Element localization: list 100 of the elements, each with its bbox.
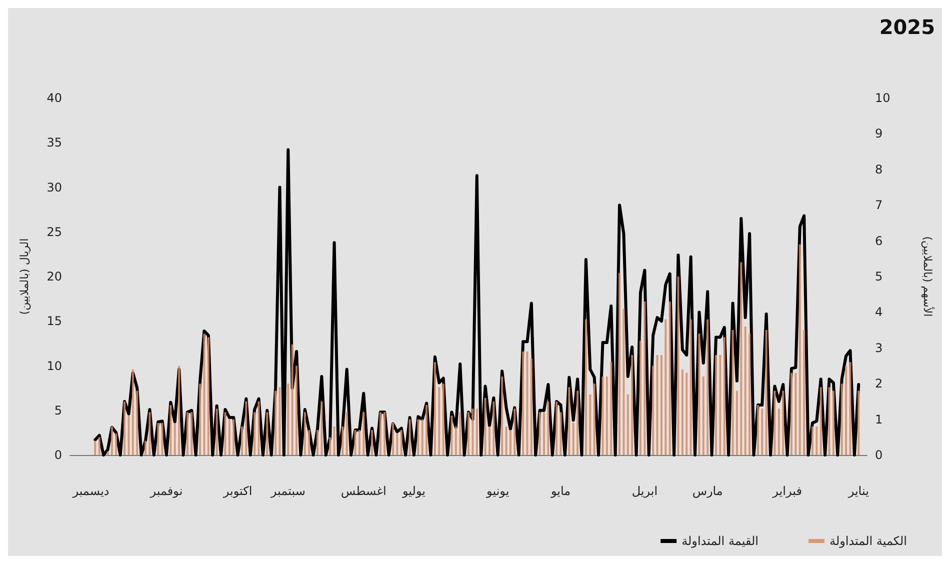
bar — [714, 355, 717, 455]
x-tick-label: مايو — [550, 484, 571, 498]
bar — [454, 426, 457, 455]
bar — [543, 412, 546, 455]
y2-tick-label: 4 — [875, 305, 883, 320]
bar — [690, 319, 692, 455]
bar — [296, 366, 298, 455]
bar — [488, 426, 490, 455]
bar — [396, 434, 398, 455]
bar — [207, 337, 210, 455]
bar — [199, 384, 202, 455]
bar — [560, 412, 562, 455]
bar — [790, 372, 792, 455]
y-tick-label: 0 — [54, 448, 62, 462]
bar — [329, 437, 332, 455]
x-tick-label: سبتمبر — [270, 484, 306, 498]
bar — [572, 422, 574, 455]
y-axis-title: الريال (بالملايين) — [18, 238, 31, 315]
bar — [371, 430, 374, 455]
bar — [702, 376, 704, 455]
x-tick-label: يناير — [847, 484, 869, 498]
bar — [346, 412, 348, 455]
bar — [468, 412, 470, 455]
bar — [186, 412, 188, 455]
bar — [228, 419, 230, 455]
bar — [98, 437, 100, 455]
bar — [765, 330, 768, 455]
bar — [157, 422, 160, 455]
bar — [148, 412, 151, 455]
bar — [686, 372, 688, 455]
y2-tick-label: 9 — [875, 126, 883, 141]
bar — [816, 426, 818, 455]
bar — [778, 408, 780, 455]
bar — [593, 384, 596, 455]
bar — [136, 390, 138, 455]
bar — [644, 301, 646, 455]
y2-axis-title: الأسهم (بالملايين) — [921, 236, 935, 317]
bar — [106, 451, 109, 455]
bar — [618, 272, 621, 455]
bar — [170, 405, 172, 455]
y-tick-label: 10 — [46, 358, 62, 373]
bar — [756, 405, 759, 455]
bar — [828, 387, 830, 455]
bar — [514, 408, 516, 455]
bar — [832, 390, 834, 455]
bar — [144, 440, 147, 455]
bar — [589, 394, 592, 455]
legend-label: القيمة المتداولة — [682, 534, 759, 548]
bar — [492, 401, 495, 455]
bar — [547, 401, 550, 455]
bar — [124, 401, 126, 455]
y-tick-label: 30 — [46, 180, 62, 194]
bar — [379, 412, 382, 455]
bar — [698, 334, 700, 455]
bar — [115, 434, 118, 455]
x-tick-label: مارس — [692, 484, 723, 498]
bar — [459, 412, 462, 455]
bar — [660, 355, 662, 455]
bar — [161, 422, 164, 455]
bar — [400, 430, 402, 455]
bar — [224, 412, 226, 455]
bar — [190, 412, 193, 455]
bar — [203, 334, 206, 455]
y-tick-label: 40 — [46, 91, 62, 105]
x-tick-label: ابريل — [632, 484, 658, 498]
bar — [840, 384, 843, 455]
bar — [304, 412, 306, 455]
bar — [610, 362, 612, 455]
bar — [706, 319, 709, 455]
bar — [584, 319, 587, 455]
bar — [316, 430, 318, 455]
bar — [287, 384, 290, 455]
bar — [639, 340, 642, 455]
bar — [505, 426, 508, 455]
bar — [417, 419, 420, 455]
bar — [94, 440, 96, 455]
bar — [568, 387, 570, 455]
y-tick-label: 35 — [46, 136, 62, 150]
y-tick-label: 20 — [46, 270, 62, 284]
y-tick-label: 15 — [46, 314, 62, 328]
bar — [782, 390, 784, 455]
y2-tick-label: 10 — [875, 91, 890, 105]
bar — [354, 430, 356, 455]
bar — [723, 337, 726, 455]
bar — [450, 416, 453, 455]
bar — [362, 412, 365, 455]
bar — [178, 366, 180, 455]
bar — [245, 401, 248, 455]
y2-tick-label: 6 — [875, 234, 883, 248]
bar — [845, 366, 848, 455]
y2-tick-label: 5 — [875, 270, 883, 284]
bar — [748, 334, 751, 455]
bar — [274, 390, 277, 455]
text: 2025 — [879, 15, 936, 39]
bar — [820, 387, 822, 455]
y2-tick-label: 7 — [875, 198, 883, 212]
bar — [664, 319, 667, 455]
bar — [484, 398, 486, 455]
y2-tick-label: 2 — [875, 376, 883, 391]
y2-tick-label: 8 — [875, 162, 883, 176]
